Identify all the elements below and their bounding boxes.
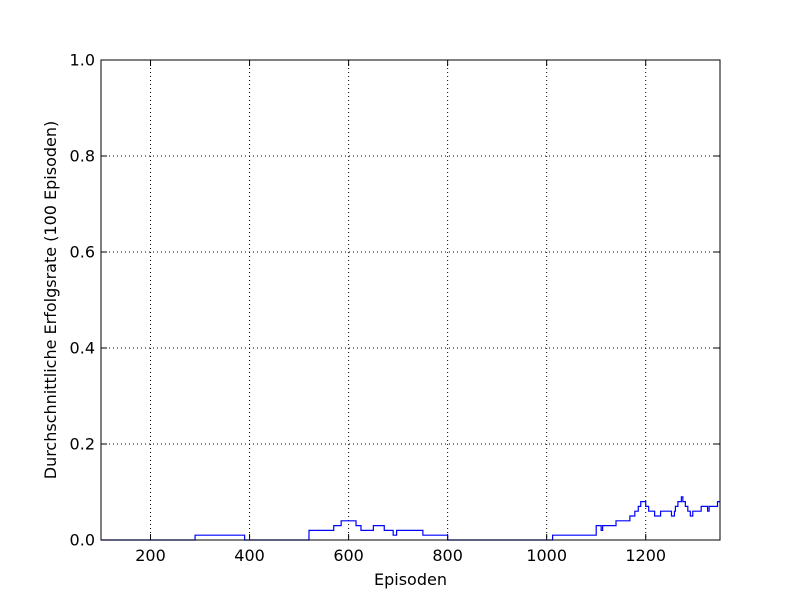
gridlines	[101, 60, 720, 540]
y-tick-label: 0.6	[70, 243, 95, 262]
y-tick-label: 0.8	[70, 147, 95, 166]
y-tick-label: 0.2	[70, 435, 95, 454]
x-tick-label: 200	[135, 546, 166, 565]
y-axis-label: Durchschnittliche Erfolgsrate (100 Episo…	[41, 121, 60, 480]
tick-labels: 200 400 600 800 1000 1200 0.0 0.2 0.4 0.6 0.8 1.0	[70, 51, 667, 566]
y-tick-label: 0.4	[70, 339, 95, 358]
axis-ticks	[101, 59, 720, 541]
y-tick-label: 1.0	[70, 51, 95, 70]
x-tick-label: 1000	[526, 546, 567, 565]
data-series	[101, 496, 720, 541]
x-tick-label: 600	[333, 546, 364, 565]
x-tick-label: 400	[234, 546, 265, 565]
x-tick-label: 800	[432, 546, 463, 565]
series-line	[101, 496, 720, 541]
x-axis-label: Episoden	[374, 570, 447, 589]
x-tick-label: 1200	[625, 546, 666, 565]
plot-frame	[100, 59, 721, 541]
y-tick-label: 0.0	[70, 531, 95, 550]
